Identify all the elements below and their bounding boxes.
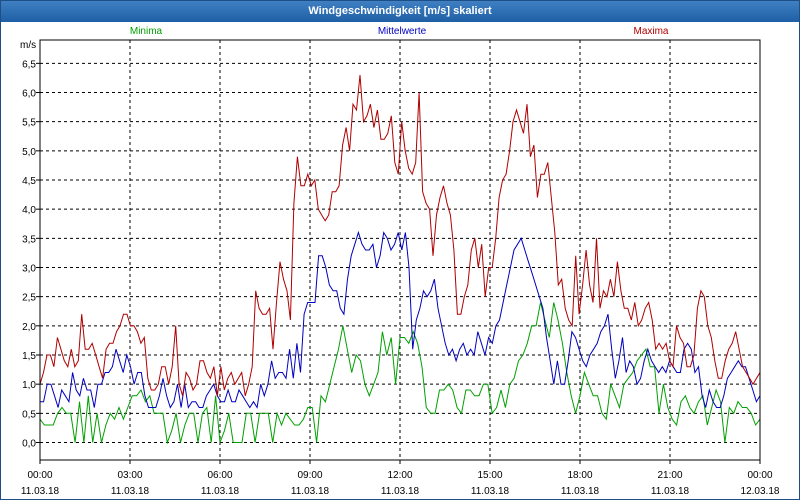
x-tick-time: 03:00 xyxy=(117,470,142,481)
y-tick-label: 3,0 xyxy=(22,264,36,275)
y-tick-label: 0,0 xyxy=(22,439,36,450)
y-tick-label: 2,5 xyxy=(22,293,36,304)
x-tick-time: 15:00 xyxy=(477,470,502,481)
y-tick-label: 6,5 xyxy=(22,59,36,70)
series-line-minima xyxy=(39,302,761,445)
legend-minima: Minima xyxy=(130,26,163,37)
x-tick-time: 00:00 xyxy=(27,470,52,481)
x-tick-time: 12:00 xyxy=(387,470,412,481)
x-tick-date: 11.03.18 xyxy=(291,486,330,497)
x-tick-date: 11.03.18 xyxy=(201,486,240,497)
y-tick-label: 1,5 xyxy=(22,351,36,362)
y-tick-label: 1,0 xyxy=(22,380,36,391)
legend-maxima: Maxima xyxy=(633,26,668,37)
y-tick-label: 3,5 xyxy=(22,234,36,245)
x-tick-date: 12.03.18 xyxy=(741,486,780,497)
x-tick-date: 11.03.18 xyxy=(21,486,60,497)
x-tick-time: 09:00 xyxy=(297,470,322,481)
x-tick-time: 06:00 xyxy=(207,470,232,481)
x-tick-time: 21:00 xyxy=(657,470,682,481)
legend-mittelwerte: Mittelwerte xyxy=(378,26,427,37)
x-tick-date: 11.03.18 xyxy=(651,486,690,497)
x-tick-time: 00:00 xyxy=(747,470,772,481)
x-tick-date: 11.03.18 xyxy=(471,486,510,497)
series-line-mittelwerte xyxy=(40,230,761,409)
y-tick-label: 0,5 xyxy=(22,409,36,420)
y-tick-label: 4,5 xyxy=(22,176,36,187)
y-tick-label: 5,5 xyxy=(22,118,36,129)
window-title: Windgeschwindigkeit [m/s] skaliert xyxy=(1,1,799,22)
x-tick-date: 11.03.18 xyxy=(561,486,600,497)
y-tick-label: 2,0 xyxy=(22,322,36,333)
y-axis-label: m/s xyxy=(20,40,36,51)
x-tick-time: 18:00 xyxy=(567,470,592,481)
x-tick-date: 11.03.18 xyxy=(111,486,150,497)
y-tick-label: 6,0 xyxy=(22,89,36,100)
y-tick-label: 4,0 xyxy=(22,205,36,216)
x-tick-date: 11.03.18 xyxy=(381,486,420,497)
plot-frame xyxy=(39,39,761,461)
series-line-maxima xyxy=(39,74,761,396)
y-tick-label: 5,0 xyxy=(22,147,36,158)
